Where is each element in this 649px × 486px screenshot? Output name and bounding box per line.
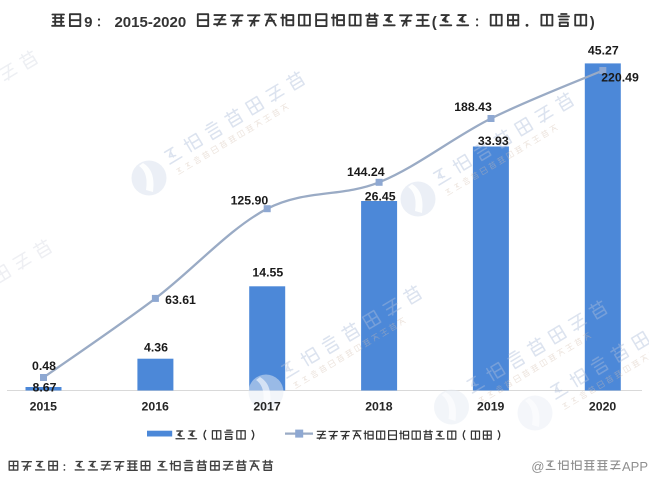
svg-text:144.24: 144.24: [347, 165, 385, 179]
svg-text:@: @: [531, 459, 544, 474]
svg-text:9: 9: [84, 14, 92, 31]
svg-text:4.36: 4.36: [144, 341, 168, 355]
svg-text:14.55: 14.55: [252, 266, 283, 280]
svg-text:2016: 2016: [142, 399, 170, 413]
svg-text:2017: 2017: [253, 399, 281, 413]
svg-text:0.48: 0.48: [32, 359, 56, 373]
svg-text:33.93: 33.93: [478, 134, 509, 148]
svg-text:63.61: 63.61: [165, 293, 196, 307]
svg-text:(: (: [432, 14, 437, 31]
svg-text:125.90: 125.90: [231, 193, 269, 207]
svg-text:2020: 2020: [589, 399, 617, 413]
svg-text:8.67: 8.67: [33, 380, 57, 394]
svg-text:220.49: 220.49: [601, 71, 639, 85]
svg-text:26.45: 26.45: [365, 190, 396, 204]
svg-text:2015: 2015: [30, 399, 58, 413]
svg-text:2019: 2019: [477, 399, 505, 413]
svg-text:2015-2020: 2015-2020: [110, 14, 186, 31]
svg-text:45.27: 45.27: [588, 43, 619, 57]
svg-text:): ): [590, 14, 595, 31]
svg-text:188.43: 188.43: [454, 100, 492, 114]
svg-text:APP: APP: [622, 459, 648, 474]
svg-text:2018: 2018: [365, 399, 393, 413]
